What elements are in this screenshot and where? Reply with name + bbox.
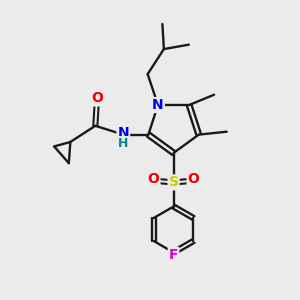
Text: F: F [169, 248, 178, 262]
Text: O: O [148, 172, 160, 186]
Text: N: N [118, 126, 129, 140]
Text: H: H [118, 137, 128, 150]
Text: S: S [169, 176, 178, 189]
Text: O: O [92, 92, 104, 105]
Text: N: N [152, 98, 164, 112]
Text: O: O [188, 172, 200, 186]
